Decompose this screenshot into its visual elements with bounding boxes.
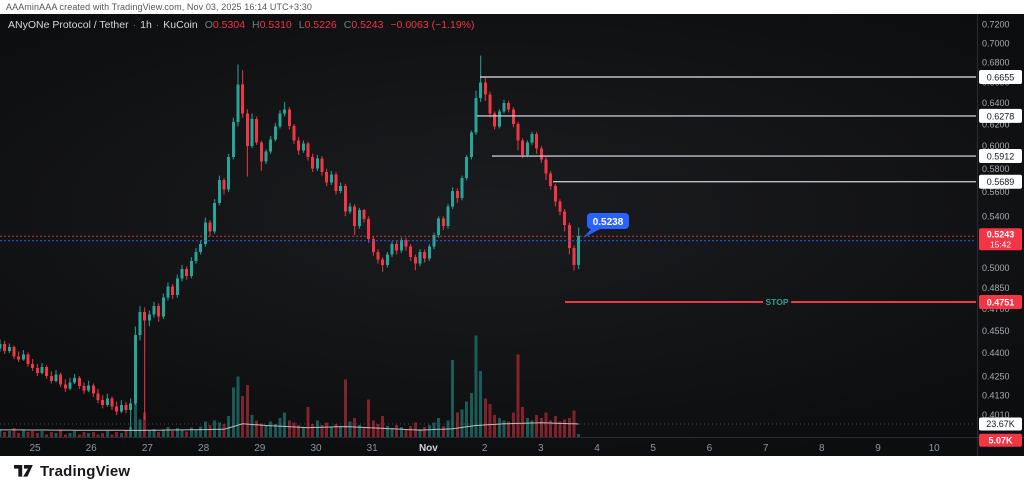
- change-value: −0.0063 (−1.19%): [390, 19, 475, 31]
- svg-text:28: 28: [198, 443, 210, 454]
- svg-text:0.6278: 0.6278: [987, 111, 1015, 121]
- svg-text:0.5600: 0.5600: [982, 187, 1010, 197]
- svg-text:0.5000: 0.5000: [982, 263, 1010, 273]
- time-axis[interactable]: 25 26 27 28 29 30 31 Nov 2 3 4 5 6 7 8 9 10: [29, 443, 940, 454]
- svg-text:0.4550: 0.4550: [982, 326, 1010, 336]
- svg-text:31: 31: [367, 443, 379, 454]
- svg-text:9: 9: [875, 443, 881, 454]
- volume-ma-line: [0, 422, 579, 431]
- svg-text:23.67K: 23.67K: [986, 419, 1015, 429]
- svg-text:10: 10: [929, 443, 941, 454]
- svg-text:4: 4: [594, 443, 600, 454]
- svg-text:0.5800: 0.5800: [982, 164, 1010, 174]
- svg-text:Nov: Nov: [419, 443, 438, 454]
- svg-text:6: 6: [707, 443, 713, 454]
- svg-text:27: 27: [142, 443, 154, 454]
- tradingview-logo-icon: [14, 465, 33, 477]
- close-label: C: [343, 19, 352, 31]
- symbol-name[interactable]: ANyONe Protocol / Tether: [8, 19, 129, 31]
- low-label: L: [298, 19, 305, 31]
- svg-text:0.7000: 0.7000: [982, 38, 1010, 48]
- svg-text:0.4400: 0.4400: [982, 348, 1010, 358]
- svg-text:0.5689: 0.5689: [987, 177, 1015, 187]
- candles: [0, 55, 581, 431]
- svg-text:0.5243: 0.5243: [987, 230, 1015, 240]
- interval-label[interactable]: 1h: [140, 19, 152, 31]
- high-value: 0.5310: [259, 19, 292, 31]
- svg-text:26: 26: [86, 443, 98, 454]
- open-value: 0.5304: [212, 19, 246, 31]
- chart-legend: ANyONe Protocol / Tether · 1h · KuCoin O0.530…: [8, 19, 475, 31]
- chart-canvas[interactable]: STOP 0.5238 0.72000.70000.68000.66000.64…: [0, 14, 1024, 456]
- svg-text:STOP: STOP: [766, 297, 789, 307]
- svg-text:15:42: 15:42: [990, 240, 1012, 250]
- svg-text:30: 30: [310, 443, 322, 454]
- tradingview-logo[interactable]: TradingView: [14, 463, 130, 480]
- svg-text:0.6800: 0.6800: [982, 58, 1010, 68]
- svg-text:0.4010: 0.4010: [982, 410, 1010, 420]
- svg-text:0.5238: 0.5238: [593, 217, 624, 228]
- footer-bar: TradingView: [0, 456, 1024, 488]
- svg-text:0.4700: 0.4700: [982, 304, 1010, 314]
- exchange-label: KuCoin: [163, 19, 198, 31]
- level-lines[interactable]: [477, 76, 976, 183]
- price-callout: 0.5238: [583, 213, 629, 238]
- low-value: 0.5226: [304, 19, 337, 31]
- svg-text:0.7200: 0.7200: [982, 19, 1010, 29]
- svg-text:0.6655: 0.6655: [987, 72, 1015, 82]
- price-axis[interactable]: 0.72000.70000.68000.66000.64000.62000.60…: [979, 19, 1022, 447]
- svg-text:3: 3: [538, 443, 544, 454]
- svg-text:0.5912: 0.5912: [987, 151, 1015, 161]
- svg-text:0.6200: 0.6200: [982, 119, 1010, 129]
- svg-text:0.4850: 0.4850: [982, 283, 1010, 293]
- attribution-text: AAAminAAA created with TradingView.com, …: [6, 2, 312, 12]
- stop-line[interactable]: STOP: [565, 297, 976, 307]
- svg-text:29: 29: [254, 443, 266, 454]
- open-label: O: [204, 19, 213, 31]
- volume-bars: [0, 335, 581, 437]
- svg-text:0.4751: 0.4751: [987, 297, 1015, 307]
- svg-text:0.4250: 0.4250: [982, 371, 1010, 381]
- axis-separators: [0, 14, 1024, 456]
- svg-text:5.07K: 5.07K: [988, 435, 1013, 445]
- svg-text:0.6000: 0.6000: [982, 141, 1010, 151]
- svg-text:7: 7: [763, 443, 769, 454]
- svg-text:2: 2: [482, 443, 488, 454]
- svg-text:5: 5: [650, 443, 656, 454]
- tradingview-logo-text: TradingView: [40, 463, 131, 480]
- attribution-bar: AAAminAAA created with TradingView.com, …: [0, 0, 1024, 14]
- chart-area[interactable]: STOP 0.5238 0.72000.70000.68000.66000.64…: [0, 14, 1024, 456]
- svg-text:0.5400: 0.5400: [982, 211, 1010, 221]
- svg-text:25: 25: [29, 443, 41, 454]
- svg-text:8: 8: [819, 443, 825, 454]
- close-value: 0.5243: [351, 19, 384, 31]
- svg-text:0.4130: 0.4130: [982, 390, 1010, 400]
- svg-text:0.6400: 0.6400: [982, 98, 1010, 108]
- high-label: H: [252, 19, 260, 31]
